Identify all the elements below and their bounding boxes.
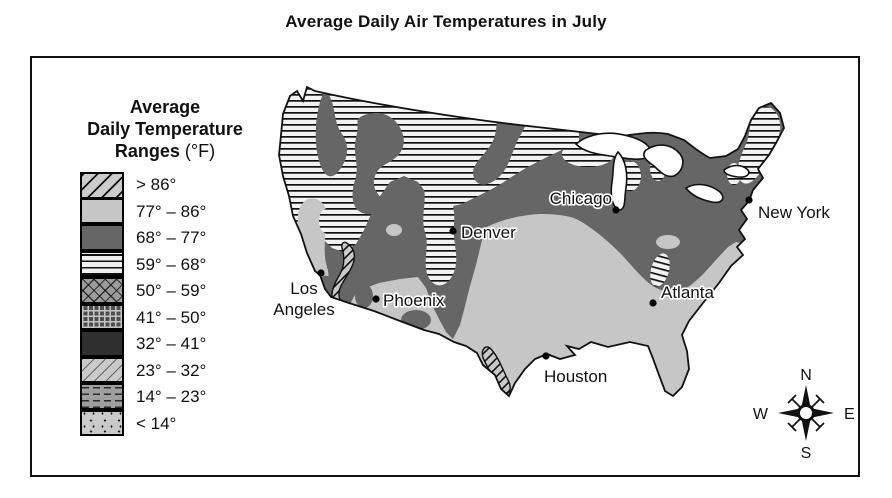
legend-swatch-speckled (80, 409, 124, 436)
legend-row: 50° – 59° (80, 277, 280, 305)
legend-heading-unit: (°F) (184, 141, 216, 161)
legend-label: 50° – 59° (136, 281, 207, 301)
compass-label-north: N (800, 367, 812, 384)
legend-row: 41° – 50° (80, 303, 280, 332)
legend-swatch-dashed-horizontal (80, 383, 124, 410)
figure-title: Average Daily Air Temperatures in July (285, 12, 607, 31)
city-dot-new-york (745, 196, 753, 204)
city-label-chicago: Chicago (550, 189, 612, 208)
legend-label: < 14° (136, 413, 177, 433)
legend-row: 77° – 86° (80, 197, 280, 226)
zone-59-68-new-england (737, 106, 781, 184)
legend-row: 32° – 41° (80, 330, 280, 358)
city-dot-houston (542, 352, 550, 360)
city-dot-atlanta (649, 299, 657, 307)
city-dot-chicago (612, 206, 620, 214)
city-label-new-york: New York (758, 203, 830, 222)
temperature-zones (279, 87, 784, 396)
compass-label-west: W (753, 406, 769, 423)
legend-heading-line1: Average (129, 97, 201, 117)
legend-label: 68° – 77° (136, 228, 207, 248)
city-dots (317, 196, 753, 360)
city-dot-los-angeles (317, 269, 325, 277)
legend-label: 59° – 68° (136, 254, 207, 274)
zone-59-68-sierra-patch (319, 209, 333, 233)
lake-huron (643, 144, 684, 178)
us-temperature-map: Chicago Denver New York Los Angeles Phoe… (272, 86, 855, 462)
city-label-los-angeles-line2: Angeles (273, 300, 334, 319)
legend-heading-line3: Ranges (°F) (50, 140, 280, 162)
legend-row: 68° – 77° (80, 224, 280, 252)
city-dot-phoenix (372, 295, 380, 303)
legend-heading-line2: Daily Temperature (87, 119, 243, 139)
city-label-houston: Houston (544, 367, 607, 386)
zone-77-86-south (330, 214, 784, 396)
city-label-atlanta: Atlanta (661, 283, 714, 302)
legend-row: < 14° (80, 409, 280, 438)
zone-68-77-basin-channel (352, 112, 404, 215)
lake-michigan (610, 150, 628, 211)
legend-swatch-sparse-diagonal-dotted (80, 356, 124, 383)
legend-label: 77° – 86° (136, 201, 207, 221)
legend-heading-ranges: Ranges (114, 141, 180, 161)
city-label-denver: Denver (461, 223, 516, 242)
legend-swatch-solid-light-gray (80, 197, 124, 224)
legend-heading: Average Daily Temperature Ranges (°F) (50, 96, 280, 162)
city-label-los-angeles-line1: Los (290, 279, 317, 298)
city-dot-denver (449, 227, 457, 235)
lake-ontario (723, 164, 750, 178)
legend-row: 14° – 23° (80, 383, 280, 411)
zone-77-86-pocket-west (386, 224, 402, 236)
lake-erie (684, 183, 724, 204)
legend-row: 23° – 32° (80, 356, 280, 385)
legend-swatch-solid-dark-gray (80, 224, 124, 251)
legend-swatch-diagonal-crosshatch (80, 277, 124, 304)
compass-label-east: E (844, 406, 855, 423)
legend-swatch-horizontal-stripes (80, 250, 124, 277)
zone-59-68-appalachia-patch (650, 253, 670, 287)
zone-68-77-arizona-patch (355, 284, 373, 308)
compass-hub (797, 404, 815, 422)
legend-label: 32° – 41° (136, 334, 207, 354)
legend-label: 14° – 23° (136, 387, 207, 407)
city-labels: Chicago Denver New York Los Angeles Phoe… (272, 187, 832, 387)
legend-rows: > 86° 77° – 86° 68° – 77° 59° – 68° 50° … (80, 172, 280, 437)
legend-label: 41° – 50° (136, 307, 207, 327)
zone-59-68-rockies-band (420, 155, 457, 286)
great-lakes (574, 132, 750, 211)
legend: Average Daily Temperature Ranges (°F) > … (50, 96, 280, 437)
zone-77-86-pocket-tennessee (656, 235, 680, 249)
map-frame: Average Daily Temperature Ranges (°F) > … (30, 56, 860, 477)
legend-swatch-grid-weave (80, 303, 124, 330)
legend-row: 59° – 68° (80, 250, 280, 279)
city-label-phoenix: Phoenix (383, 291, 445, 310)
legend-label: 23° – 32° (136, 360, 207, 380)
zone-68-77-valley-channel (315, 90, 348, 177)
legend-label: > 86° (136, 175, 177, 195)
legend-swatch-solid-near-black (80, 330, 124, 357)
compass-rose: N S E W (753, 367, 855, 462)
compass-label-south: S (801, 445, 812, 462)
